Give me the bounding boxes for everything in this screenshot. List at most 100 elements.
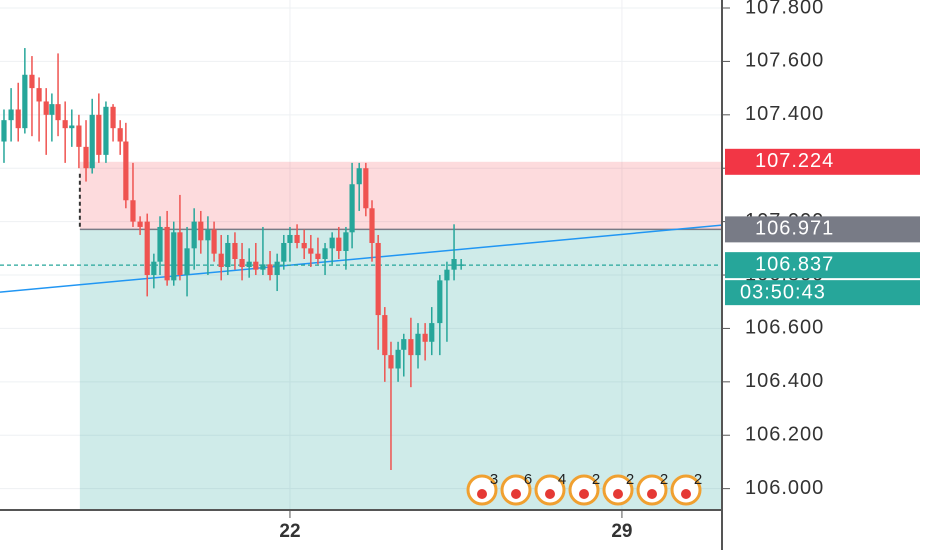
candle-body bbox=[62, 120, 68, 129]
candle-body bbox=[315, 253, 321, 260]
candle-body bbox=[395, 349, 401, 369]
candle-body bbox=[22, 74, 28, 129]
stop-zone bbox=[79, 161, 723, 230]
main-layer: 107.800107.600107.400107.200107.000106.8… bbox=[0, 0, 824, 542]
candle-body bbox=[301, 242, 307, 249]
candle-body bbox=[369, 208, 375, 243]
candle-body bbox=[322, 248, 328, 260]
candle-body bbox=[382, 315, 388, 356]
event-count: 3 bbox=[490, 471, 498, 488]
candle-body bbox=[239, 259, 245, 268]
candle-body bbox=[69, 125, 75, 129]
candle-body bbox=[49, 104, 55, 115]
countdown: 03:50:43 bbox=[740, 281, 826, 303]
candle-body bbox=[225, 242, 231, 268]
candle-body bbox=[1, 120, 7, 142]
price-label-bg bbox=[725, 148, 920, 175]
candle-body bbox=[429, 323, 435, 342]
countdown-bg bbox=[725, 280, 920, 306]
event-inner bbox=[545, 489, 555, 499]
candle-body bbox=[29, 74, 35, 89]
y-tick-label: 106.400 bbox=[745, 370, 824, 392]
candle-body bbox=[198, 221, 204, 241]
candle-body bbox=[363, 168, 369, 209]
candle-body bbox=[281, 242, 287, 262]
price-label-bg bbox=[725, 216, 920, 243]
candle-body bbox=[191, 221, 197, 249]
candle-body bbox=[184, 248, 190, 276]
candle-body bbox=[8, 109, 14, 121]
candle-body bbox=[103, 106, 109, 155]
event-count: 2 bbox=[660, 471, 668, 488]
x-tick-label: 29 bbox=[611, 521, 632, 542]
event-inner bbox=[477, 489, 487, 499]
candle-body bbox=[308, 248, 314, 254]
candle-body bbox=[287, 234, 293, 243]
event-count: 2 bbox=[694, 471, 702, 488]
candle-body bbox=[218, 253, 224, 268]
candle-body bbox=[96, 114, 102, 155]
event-count: 4 bbox=[558, 471, 566, 488]
event-inner bbox=[579, 489, 589, 499]
candle-body bbox=[329, 237, 335, 249]
candle-body bbox=[144, 221, 150, 276]
event-inner bbox=[681, 489, 691, 499]
candle-body bbox=[43, 101, 49, 115]
event-count: 2 bbox=[592, 471, 600, 488]
event-inner bbox=[647, 489, 657, 499]
event-count: 2 bbox=[626, 471, 634, 488]
candle-body bbox=[294, 234, 300, 243]
candle-body bbox=[151, 261, 157, 276]
y-tick-label: 106.600 bbox=[745, 317, 824, 339]
candle-body bbox=[55, 104, 61, 121]
candle-body bbox=[157, 226, 163, 262]
candle-body bbox=[388, 355, 394, 369]
candle-body bbox=[123, 141, 129, 201]
price-label: 107.224 bbox=[755, 150, 834, 172]
candle-body bbox=[408, 339, 414, 356]
y-tick-label: 106.000 bbox=[745, 477, 824, 499]
candle-body bbox=[246, 261, 252, 268]
candle-body bbox=[274, 261, 280, 276]
y-tick-label: 107.800 bbox=[745, 0, 824, 18]
candle-body bbox=[83, 146, 89, 169]
candle-body bbox=[76, 125, 82, 147]
candle-body bbox=[137, 221, 143, 227]
candle-body bbox=[164, 226, 170, 281]
event-inner bbox=[613, 489, 623, 499]
candle-body bbox=[375, 242, 381, 316]
candle-body bbox=[437, 280, 443, 324]
candle-body bbox=[171, 232, 177, 281]
candle-body bbox=[458, 264, 464, 266]
front-layer: 3 6 4 2 2 2 2 107.224 106.971 106.837 03:50:43 bbox=[466, 148, 920, 506]
candle-body bbox=[422, 333, 428, 342]
candle-body bbox=[232, 242, 238, 260]
y-tick-label: 106.200 bbox=[745, 424, 824, 446]
candle-body bbox=[451, 259, 457, 270]
candle-body bbox=[267, 264, 273, 276]
candle-body bbox=[260, 264, 266, 270]
trend-line bbox=[0, 224, 723, 293]
price-label: 106.971 bbox=[755, 218, 834, 240]
candle-body bbox=[343, 232, 349, 251]
candle-body bbox=[415, 333, 421, 356]
candle-body bbox=[336, 237, 342, 251]
candle-body bbox=[177, 232, 183, 276]
y-tick-label: 107.400 bbox=[745, 103, 824, 125]
candle-body bbox=[349, 184, 355, 233]
event-inner bbox=[511, 489, 521, 499]
candle-body bbox=[253, 261, 259, 270]
candle-body bbox=[110, 106, 116, 129]
y-tick-label: 107.600 bbox=[745, 50, 824, 72]
candle-body bbox=[205, 229, 211, 241]
candle-body bbox=[89, 114, 95, 169]
candle-body bbox=[444, 269, 450, 281]
candle-body bbox=[36, 88, 42, 102]
candle-body bbox=[117, 128, 123, 142]
price-label: 106.837 bbox=[755, 253, 834, 275]
candle-body bbox=[130, 200, 136, 222]
event-count: 6 bbox=[524, 471, 532, 488]
candle-body bbox=[15, 109, 21, 129]
